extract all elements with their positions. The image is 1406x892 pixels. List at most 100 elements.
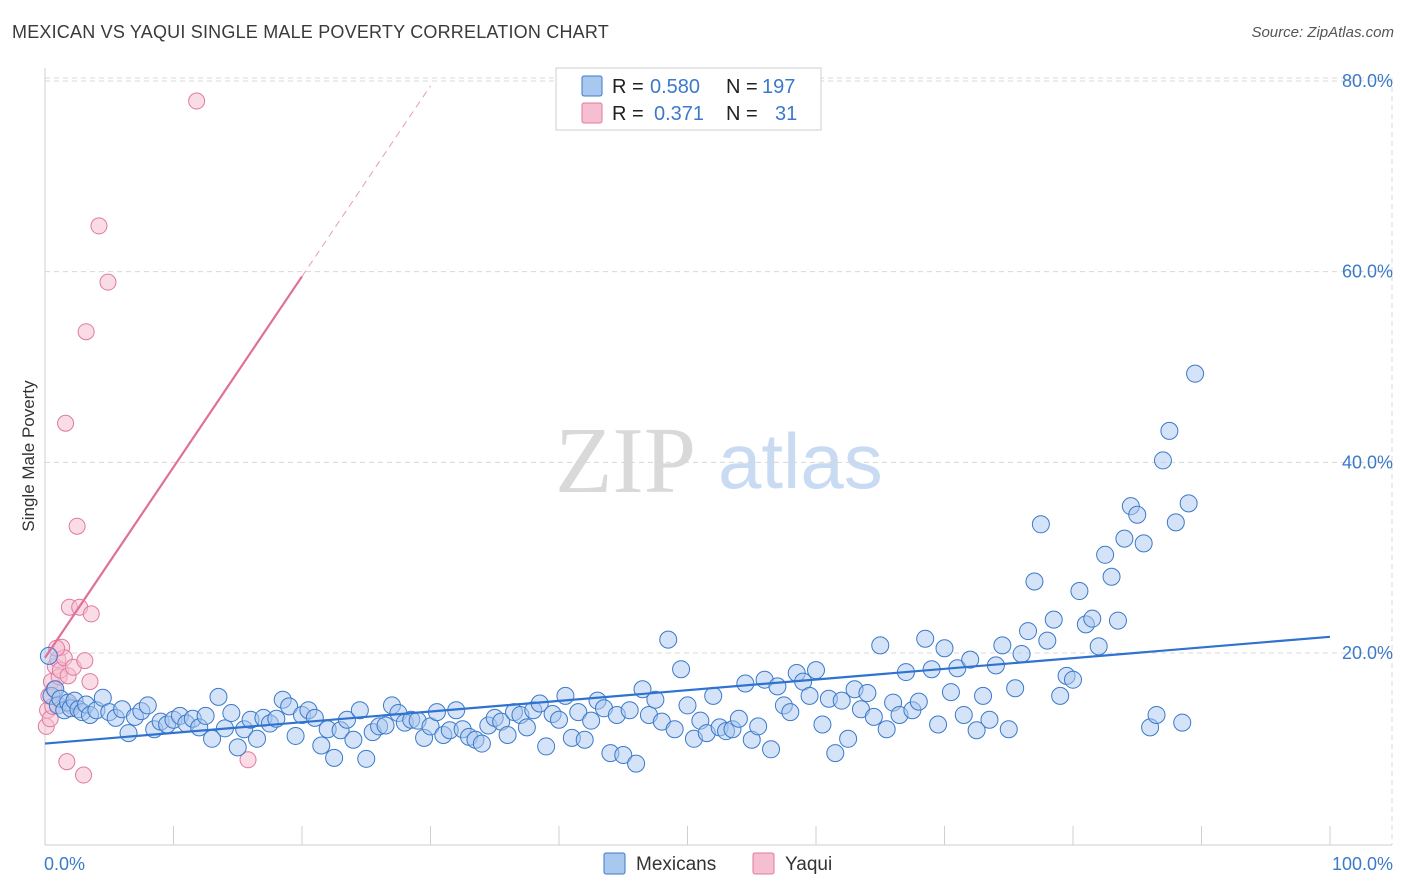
mexicans-point-97 — [627, 754, 646, 773]
mexicans-point-104 — [672, 660, 691, 679]
mexicans-point-148 — [954, 705, 973, 724]
mexicans-point-48 — [312, 736, 331, 755]
mexicans-point-158 — [1019, 622, 1038, 641]
mexicans-point-43 — [280, 697, 299, 716]
mexicans-point-126 — [813, 715, 832, 734]
mexicans-point-103 — [665, 720, 684, 739]
mexicans-point-169 — [1089, 637, 1108, 656]
mexicans-point-96 — [620, 701, 639, 720]
yaqui-point-24 — [81, 673, 99, 691]
mexicans-point-85 — [550, 710, 568, 729]
legend-n-label-yaqui: N = — [726, 103, 758, 125]
bottom-legend-mexicans: Mexicans — [636, 854, 716, 875]
mexicans-point-171 — [1102, 567, 1121, 586]
mexicans-point-130 — [839, 729, 858, 748]
mexicans-point-121 — [781, 703, 800, 722]
mexicans-point-155 — [999, 720, 1018, 739]
trend-line-mexicans — [44, 635, 1331, 745]
legend-r-label-yaqui: R = — [612, 103, 644, 125]
mexicans-point-0 — [39, 646, 58, 665]
legend: R = 0.580 N = 197 R = 0.371 N = 31 — [555, 67, 822, 131]
mexicans-point-30 — [196, 706, 215, 725]
mexicans-point-151 — [974, 686, 993, 705]
mexicans-point-183 — [1179, 494, 1198, 513]
mexicans-point-125 — [807, 661, 825, 680]
mexicans-point-109 — [704, 686, 723, 705]
legend-n-value-yaqui: 31 — [775, 103, 797, 125]
y-tick-label-40: 40.0% — [1342, 452, 1393, 472]
yaqui-point-26 — [90, 217, 108, 235]
legend-r-value-yaqui: 0.371 — [654, 103, 704, 125]
mexicans-point-150 — [967, 721, 986, 740]
mexicans-point-102 — [659, 630, 678, 649]
mexicans-point-162 — [1044, 610, 1063, 629]
mexicans-point-161 — [1038, 631, 1057, 650]
mexicans-point-170 — [1096, 545, 1115, 564]
tick-labels: 20.0% 40.0% 60.0% 80.0% 0.0% 100.0% — [44, 71, 1393, 874]
legend-swatch-yaqui — [581, 102, 603, 124]
mexicans-point-129 — [832, 691, 851, 710]
bottom-legend: Mexicans Yaqui — [603, 852, 832, 875]
mexicans-point-73 — [472, 734, 491, 753]
yaqui-point-21 — [75, 766, 93, 784]
mexicans-point-144 — [929, 715, 948, 734]
trend-lines — [44, 85, 1331, 745]
source-label: Source: ZipAtlas.com — [1251, 24, 1394, 41]
mexicans-point-172 — [1108, 611, 1127, 630]
bottom-legend-swatch-yaqui — [752, 852, 775, 875]
mexicans-point-152 — [980, 710, 999, 729]
mexicans-point-89 — [575, 730, 594, 749]
grid-lines — [45, 77, 1393, 845]
mexicans-point-156 — [1006, 679, 1025, 698]
mexicans-point-54 — [350, 701, 369, 720]
series-yaqui-points — [37, 92, 257, 784]
yaqui-point-14 — [58, 753, 76, 771]
mexicans-point-175 — [1128, 505, 1147, 524]
mexicans-point-159 — [1025, 572, 1044, 591]
mexicans-point-142 — [916, 629, 935, 648]
mexicans-point-83 — [537, 737, 556, 756]
mexicans-point-114 — [736, 674, 755, 693]
mexicans-point-58 — [376, 716, 395, 735]
mexicans-point-38 — [248, 729, 267, 748]
yaqui-point-19 — [68, 517, 86, 535]
mexicans-point-21 — [138, 696, 157, 715]
mexicans-point-181 — [1166, 513, 1185, 532]
mexicans-point-80 — [517, 718, 536, 737]
mexicans-point-136 — [877, 720, 896, 739]
mexicans-point-116 — [749, 717, 768, 736]
mexicans-point-105 — [678, 696, 697, 715]
mexicans-point-133 — [858, 684, 877, 703]
bottom-legend-yaqui: Yaqui — [785, 854, 832, 875]
mexicans-point-100 — [646, 690, 665, 709]
mexicans-point-34 — [222, 704, 241, 723]
mexicans-point-149 — [961, 650, 980, 669]
mexicans-point-141 — [909, 692, 928, 711]
legend-n-value-mexicans: 197 — [762, 76, 795, 98]
mexicans-point-18 — [119, 724, 138, 743]
yaqui-point-13 — [57, 414, 75, 432]
mexicans-point-77 — [498, 725, 517, 744]
mexicans-point-157 — [1012, 644, 1031, 663]
legend-swatch-mexicans — [581, 75, 603, 97]
mexicans-point-44 — [286, 726, 305, 745]
mexicans-point-53 — [344, 730, 363, 749]
legend-r-label-mexicans: R = — [612, 76, 644, 98]
mexicans-point-166 — [1070, 582, 1089, 601]
x-tick-label-0: 0.0% — [44, 854, 85, 874]
mexicans-point-135 — [871, 636, 890, 655]
mexicans-point-128 — [826, 744, 845, 763]
bottom-legend-swatch-mexicans — [603, 852, 626, 875]
mexicans-point-165 — [1064, 670, 1082, 689]
yaqui-point-27 — [99, 273, 117, 291]
y-tick-label-20: 20.0% — [1342, 643, 1393, 663]
mexicans-point-145 — [935, 639, 954, 658]
yaqui-point-25 — [82, 605, 100, 623]
mexicans-point-154 — [993, 636, 1012, 655]
mexicans-point-134 — [864, 707, 883, 726]
watermark-zip: ZIP — [555, 409, 696, 513]
mexicans-point-88 — [569, 703, 588, 722]
mexicans-point-182 — [1173, 713, 1192, 732]
mexicans-point-146 — [941, 683, 960, 702]
